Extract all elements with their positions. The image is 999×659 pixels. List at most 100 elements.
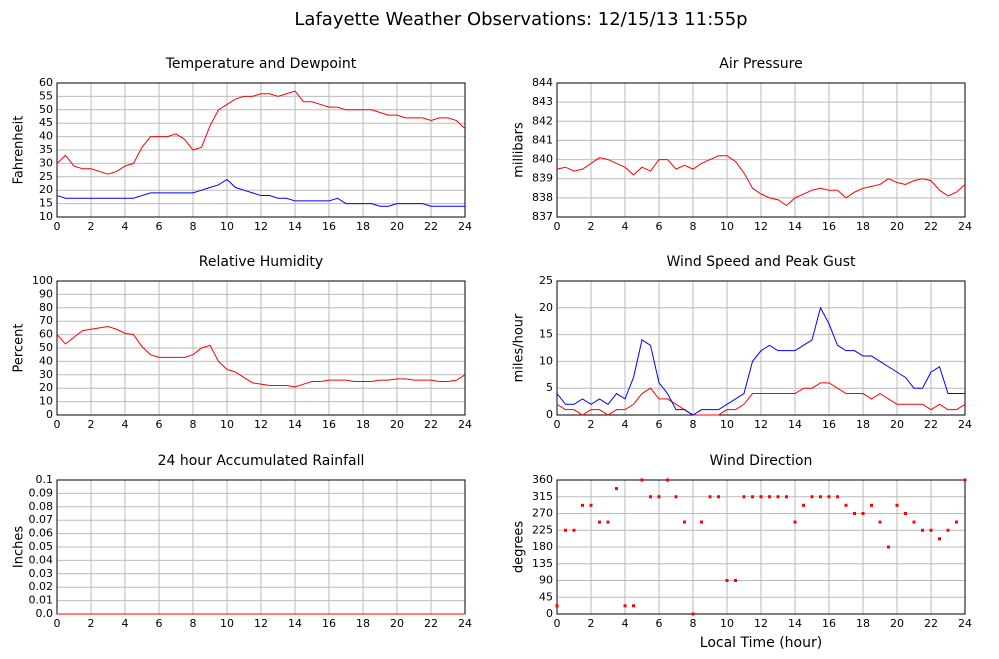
x-tick-label: 6 [656, 617, 663, 630]
y-tick-label: 40 [39, 130, 53, 143]
x-tick-label: 4 [122, 617, 129, 630]
y-tick-label: 40 [39, 354, 53, 367]
y-tick-label: 15 [539, 328, 553, 341]
y-tick-label: 315 [532, 490, 553, 503]
x-tick-label: 16 [322, 220, 336, 233]
x-tick-label: 4 [622, 220, 629, 233]
x-tick-label: 22 [924, 220, 938, 233]
y-axis-label: Inches [12, 526, 27, 568]
chart: 24 hour Accumulated Rainfall Inches 0.0 0.0… [12, 453, 473, 630]
data-point [963, 478, 967, 482]
data-point [751, 495, 754, 499]
x-tick-label: 10 [720, 418, 734, 431]
data-point [810, 495, 814, 499]
data-point [564, 528, 567, 532]
y-tick-label: 839 [532, 172, 553, 185]
chart-title: 24 hour Accumulated Rainfall [158, 453, 365, 469]
x-tick-label: 14 [788, 418, 802, 431]
x-tick-label: 18 [356, 220, 370, 233]
data-line [556, 155, 966, 207]
x-tick-label: 2 [88, 220, 95, 233]
y-tick-label: 30 [39, 368, 53, 381]
chart-title: Wind Speed and Peak Gust [667, 254, 856, 270]
x-tick-label: 4 [622, 617, 629, 630]
x-tick-label: 12 [754, 617, 768, 630]
x-tick-label: 10 [720, 220, 734, 233]
data-point [904, 512, 907, 515]
y-tick-label: 50 [39, 341, 53, 354]
y-axis-label: millibars [512, 122, 527, 178]
data-point [742, 495, 746, 499]
y-tick-label: 10 [39, 210, 53, 223]
data-point [632, 604, 635, 608]
data-point [657, 495, 661, 499]
y-tick-label: 180 [532, 540, 553, 553]
x-tick-label: 10 [220, 220, 234, 233]
data-line [56, 326, 466, 388]
y-tick-label: 55 [39, 89, 53, 102]
data-point [683, 520, 686, 524]
y-tick-label: 60 [39, 76, 53, 89]
data-point [929, 528, 933, 532]
x-tick-label: 16 [322, 617, 336, 630]
data-point [793, 520, 797, 524]
x-tick-label: 0 [54, 617, 61, 630]
y-tick-label: 270 [532, 507, 553, 520]
y-tick-label: 35 [39, 143, 53, 156]
y-axis-label: degrees [512, 521, 527, 574]
data-point [768, 495, 771, 499]
x-tick-label: 20 [890, 220, 904, 233]
x-tick-label: 8 [190, 220, 197, 233]
x-tick-label: 20 [390, 418, 404, 431]
data-point [955, 520, 958, 524]
x-tick-label: 12 [254, 220, 268, 233]
y-tick-label: 10 [39, 395, 53, 408]
x-tick-label: 14 [288, 220, 302, 233]
y-tick-label: 0.05 [29, 540, 54, 553]
data-point [844, 503, 848, 507]
x-tick-label: 18 [356, 418, 370, 431]
y-tick-label: 20 [539, 301, 553, 314]
x-tick-label: 8 [190, 617, 197, 630]
data-point [819, 495, 822, 499]
plot-frame [556, 479, 966, 615]
y-tick-label: 70 [39, 314, 53, 327]
data-point [912, 520, 916, 524]
data-point [853, 512, 856, 515]
data-point [598, 520, 601, 524]
y-tick-label: 0 [546, 408, 553, 421]
x-tick-label: 22 [424, 418, 438, 431]
data-point [674, 495, 678, 499]
y-tick-label: 50 [39, 103, 53, 116]
x-tick-label: 16 [322, 418, 336, 431]
data-point [649, 495, 652, 499]
y-tick-label: 90 [539, 574, 553, 587]
chart: Wind Speed and Peak Gust miles/hour 0 5 10 15… [512, 254, 973, 431]
data-point [666, 478, 669, 482]
data-point [725, 579, 729, 582]
y-tick-label: 0.0 [36, 607, 54, 620]
x-tick-label: 18 [856, 418, 870, 431]
x-tick-label: 24 [958, 617, 972, 630]
x-tick-label: 12 [254, 418, 268, 431]
data-point [785, 495, 788, 499]
data-point [640, 478, 644, 482]
data-point [589, 503, 593, 507]
x-tick-label: 8 [690, 617, 697, 630]
data-point [776, 495, 780, 499]
y-tick-label: 0.02 [29, 580, 54, 593]
y-tick-label: 0 [46, 408, 53, 421]
y-tick-label: 20 [39, 183, 53, 196]
x-tick-label: 12 [754, 418, 768, 431]
x-tick-label: 18 [856, 617, 870, 630]
data-point [878, 520, 882, 524]
y-tick-label: 80 [39, 301, 53, 314]
y-tick-label: 360 [532, 473, 553, 486]
y-tick-label: 842 [532, 114, 553, 127]
x-tick-label: 24 [958, 418, 972, 431]
data-point [606, 520, 610, 524]
x-tick-label: 14 [788, 617, 802, 630]
y-tick-label: 0.1 [36, 473, 54, 486]
y-tick-label: 837 [532, 210, 553, 223]
